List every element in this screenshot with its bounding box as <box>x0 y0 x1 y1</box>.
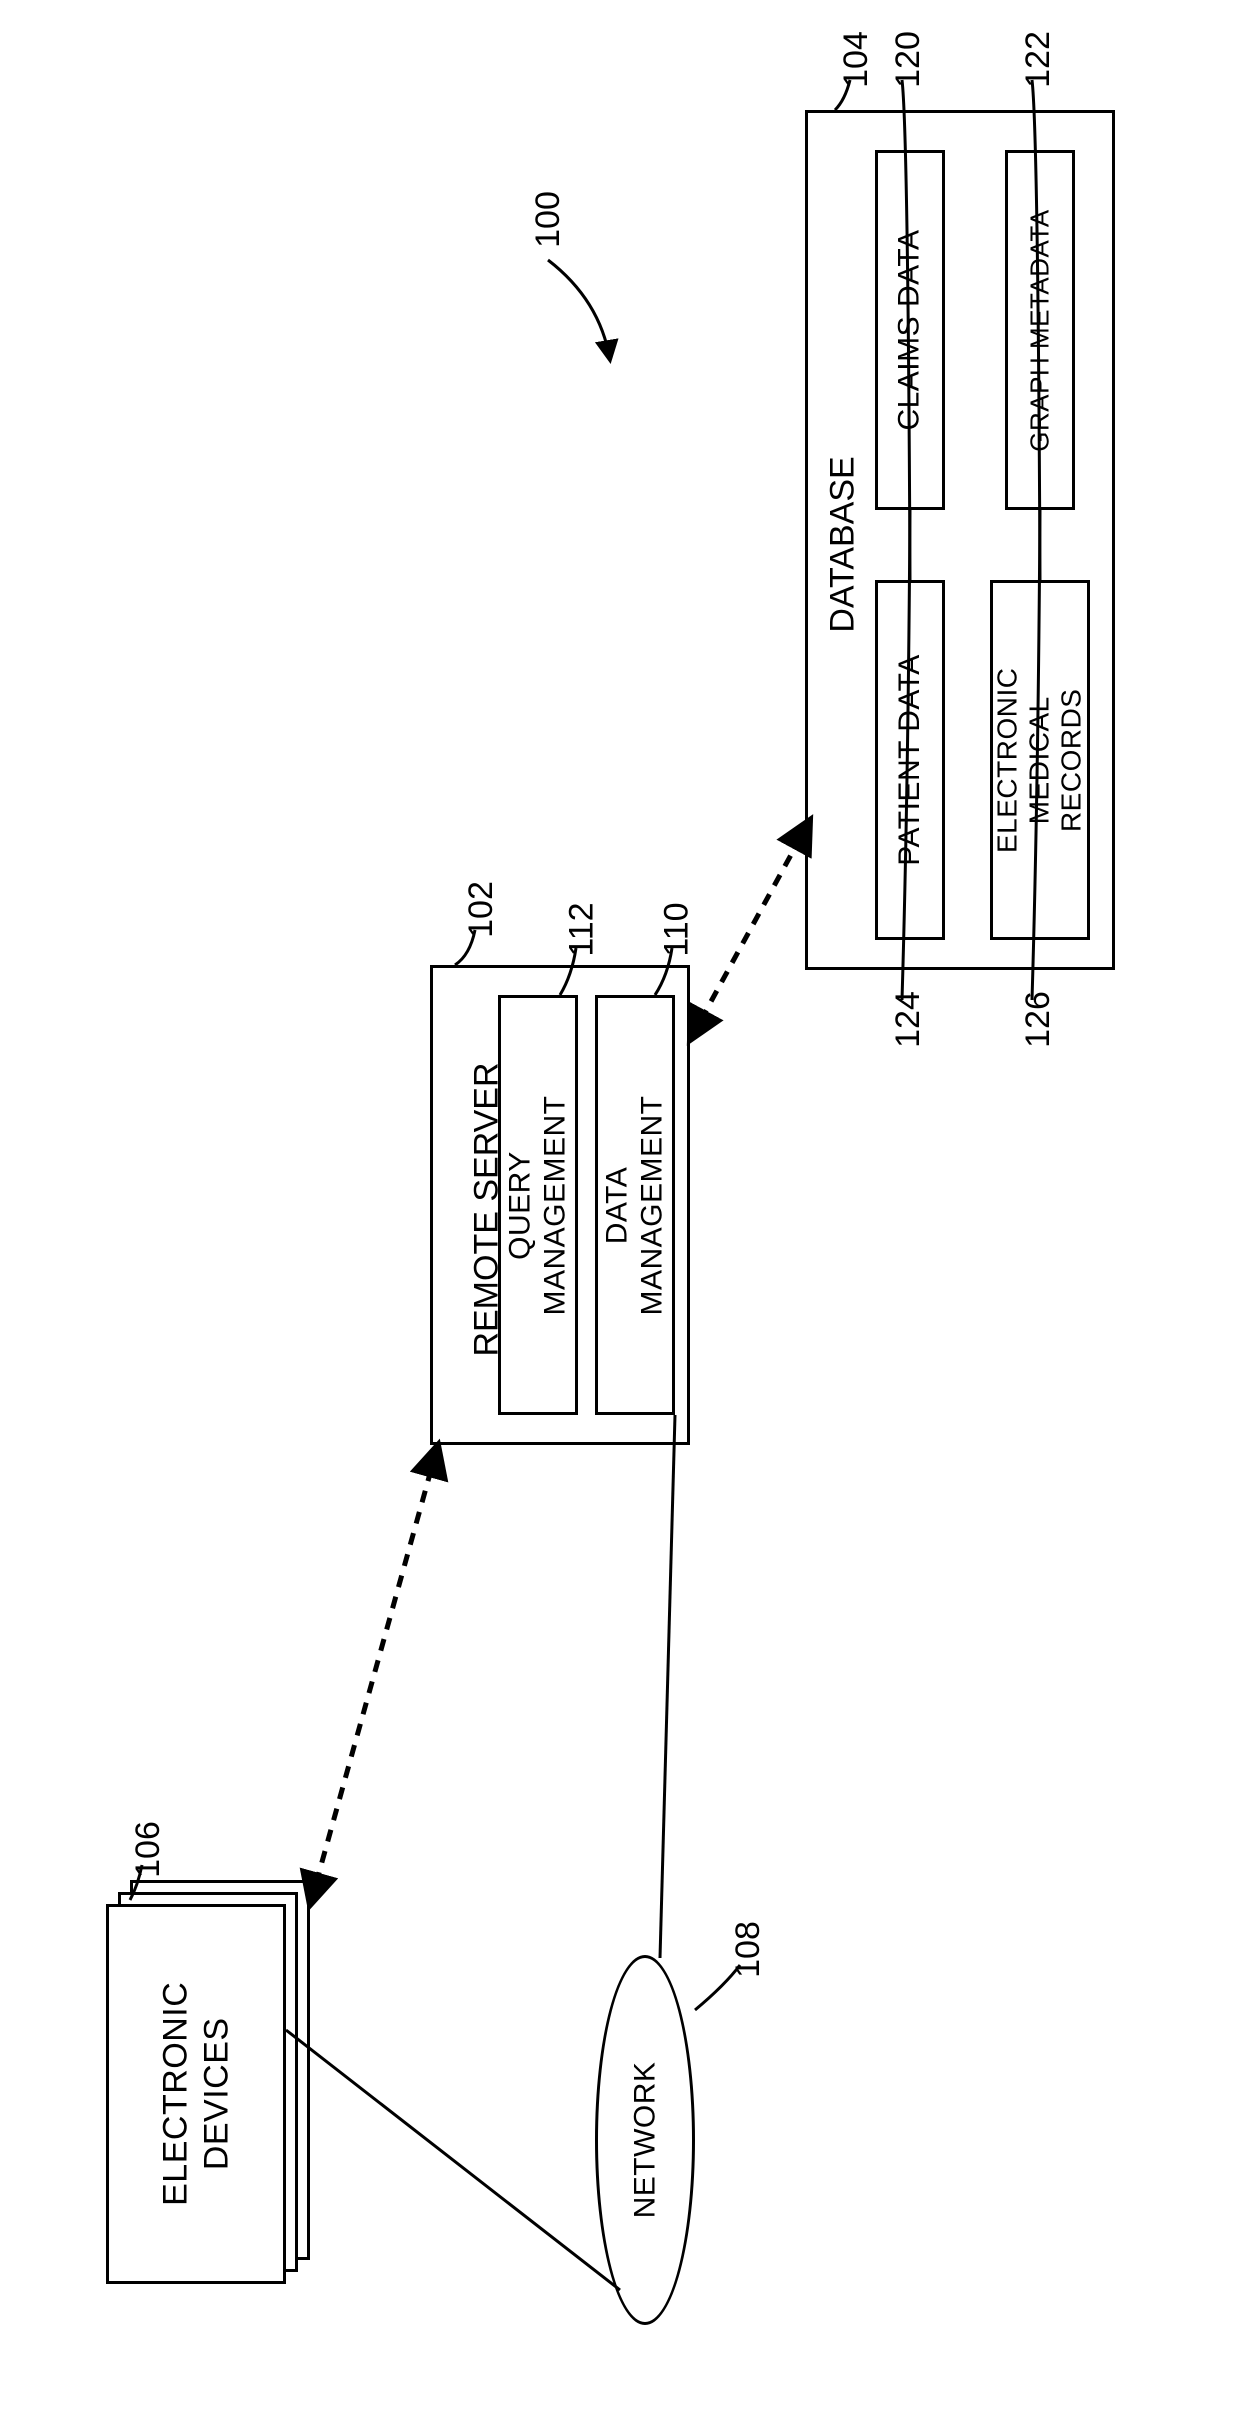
ref-106: 106 <box>129 1821 168 1878</box>
ref-122: 122 <box>1019 31 1058 88</box>
database-title: DATABASE <box>824 456 863 632</box>
claims-data-box: CLAIMS DATA <box>875 150 945 510</box>
ref-108: 108 <box>729 1921 768 1978</box>
ref-124: 124 <box>889 991 928 1048</box>
query-management-box: QUERYMANAGEMENT <box>498 995 578 1415</box>
patient-data-box: PATIENT DATA <box>875 580 945 940</box>
ref-112: 112 <box>563 902 602 956</box>
electronic-devices-box: ELECTRONICDEVICES <box>106 1904 286 2284</box>
graph-metadata-box: GRAPH METADATA <box>1005 150 1075 510</box>
emr-box: ELECTRONICMEDICALRECORDS <box>990 580 1090 940</box>
ref-126: 126 <box>1019 991 1058 1048</box>
ref-102: 102 <box>462 881 501 938</box>
ref-110: 110 <box>658 902 697 956</box>
data-management-box: DATAMANAGEMENT <box>595 995 675 1415</box>
ref-104: 104 <box>837 31 876 88</box>
ref-100: 100 <box>529 191 568 248</box>
electronic-devices-label: ELECTRONICDEVICES <box>156 1982 235 2206</box>
diagram-canvas: 100 ELECTRONICDEVICES 106 REMOTE SERVER … <box>0 0 1240 2436</box>
ref-120: 120 <box>889 31 928 88</box>
network-ellipse: NETWORK <box>595 1955 695 2325</box>
